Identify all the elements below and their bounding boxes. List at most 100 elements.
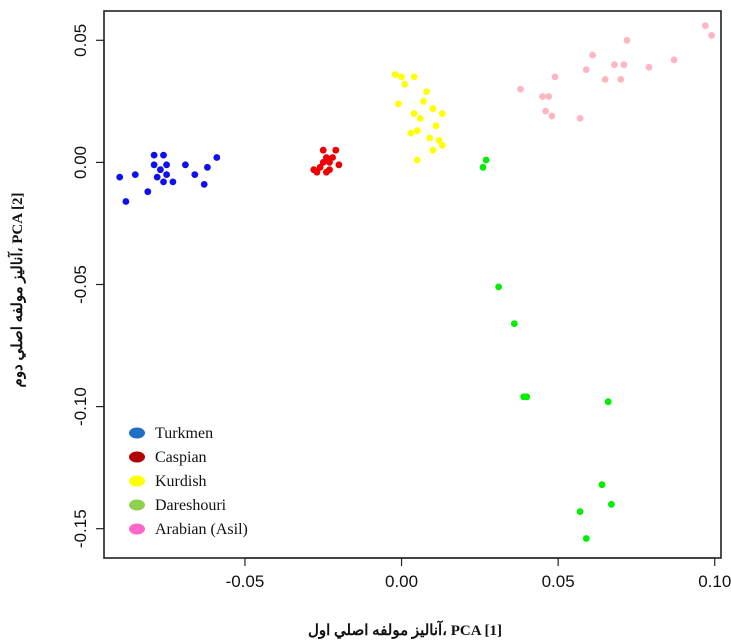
data-point (407, 129, 415, 137)
legend-label: Dareshouri (155, 497, 227, 514)
data-point (326, 166, 333, 174)
series-dareshouri (479, 156, 615, 542)
data-point (482, 156, 490, 164)
data-point (435, 137, 443, 144)
data-point (510, 320, 518, 327)
data-point (182, 161, 189, 169)
data-point (623, 36, 631, 44)
data-point (150, 151, 158, 159)
data-point (332, 146, 340, 154)
data-point (410, 110, 418, 117)
data-point (319, 146, 327, 154)
data-point (204, 163, 211, 171)
legend-marker (129, 475, 145, 487)
data-point (576, 508, 584, 515)
data-point (598, 481, 606, 489)
data-point (438, 141, 446, 149)
data-point (429, 146, 437, 154)
x-tick-label: 0.10 (698, 572, 731, 591)
legend-label: Caspian (155, 449, 207, 466)
data-point (545, 93, 553, 100)
data-point (163, 171, 171, 179)
data-point (169, 178, 177, 186)
legend: Turkmen Caspian Kurdish Dareshouri Arabian (… (129, 425, 248, 538)
legend-marker (129, 523, 145, 535)
series-kurdish (391, 71, 446, 164)
data-point (410, 73, 418, 81)
y-axis-label: آناليز مولفه اصلي دوم، PCA [2] (7, 193, 27, 388)
data-point (413, 127, 421, 135)
data-point (548, 112, 556, 120)
data-point (319, 159, 327, 166)
y-tick-label: -0.10 (71, 387, 90, 426)
data-point (617, 76, 625, 83)
data-point (576, 115, 584, 122)
data-point (116, 173, 124, 181)
data-point (701, 22, 709, 30)
data-point (153, 173, 161, 181)
legend-label: Kurdish (155, 473, 207, 490)
data-point (420, 98, 427, 105)
legend-marker (129, 427, 145, 439)
data-point (335, 161, 343, 169)
data-point (213, 154, 221, 161)
data-point (398, 73, 405, 81)
data-point (551, 73, 559, 81)
data-points (116, 22, 715, 542)
x-axis-ticks: -0.05 0.00 0.05 0.10 (226, 557, 731, 591)
data-point (611, 61, 618, 69)
data-point (495, 283, 502, 291)
x-axis-label: آنالیز مولفه اصلي اول، PCA [1] (308, 620, 502, 640)
data-point (144, 188, 152, 196)
data-point (589, 51, 596, 59)
series-arabian-asil (517, 22, 715, 122)
legend-marker (129, 499, 145, 511)
data-point (608, 500, 615, 508)
data-point (416, 115, 424, 122)
plot-frame (103, 10, 722, 559)
data-point (160, 178, 167, 186)
data-point (329, 154, 336, 161)
x-tick-label: 0.00 (385, 572, 418, 591)
data-point (582, 66, 590, 73)
data-point (426, 134, 434, 142)
x-tick-label: 0.05 (542, 572, 575, 591)
data-point (542, 107, 549, 115)
data-point (163, 161, 171, 169)
data-point (429, 105, 437, 113)
data-point (326, 159, 333, 166)
data-point (479, 163, 487, 171)
data-point (582, 535, 590, 542)
y-tick-label: 0.05 (71, 24, 90, 57)
data-point (401, 80, 409, 88)
data-point (391, 71, 399, 78)
data-point (438, 110, 446, 117)
data-point (313, 168, 321, 176)
data-point (539, 93, 546, 100)
data-point (122, 198, 130, 205)
data-point (200, 181, 208, 188)
legend-marker (129, 451, 145, 463)
data-point (604, 398, 612, 406)
series-caspian (310, 146, 343, 176)
y-tick-label: -0.05 (71, 265, 90, 304)
data-point (670, 56, 678, 64)
data-point (517, 85, 524, 93)
data-point (191, 171, 199, 179)
x-tick-label: -0.05 (226, 572, 265, 591)
y-axis-ticks: 0.05 0.00 -0.05 -0.10 -0.15 (71, 24, 105, 548)
data-point (708, 32, 715, 39)
data-point (432, 122, 440, 130)
y-tick-label: 0.00 (71, 146, 90, 179)
data-point (160, 151, 167, 159)
data-point (395, 100, 402, 108)
data-point (645, 63, 653, 71)
series-turkmen (116, 151, 221, 205)
data-point (423, 88, 430, 95)
data-point (413, 156, 421, 164)
data-point (601, 76, 609, 83)
data-point (157, 166, 164, 174)
data-point (523, 393, 531, 401)
y-tick-label: -0.15 (71, 509, 90, 548)
